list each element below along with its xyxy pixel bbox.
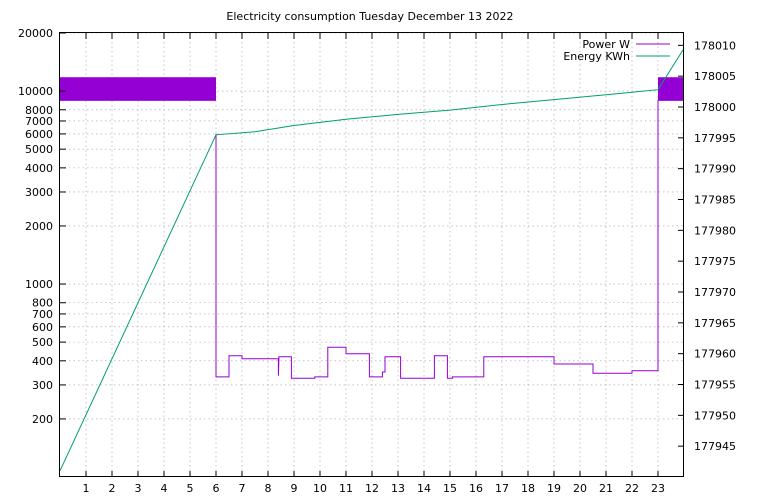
grid-lines — [60, 32, 684, 477]
y-tick-label: 8000 — [25, 104, 53, 117]
x-tick-label: 18 — [521, 482, 535, 495]
y-tick-label: 300 — [32, 379, 53, 392]
axis-ticks: 1 2 3 4 5 6 7 8 9 10 11 12 13 14 15 16 17 18 19 20 21 22 23200… — [18, 27, 736, 495]
x-tick-label: 1 — [83, 482, 90, 495]
y2-tick-label: 178000 — [694, 101, 736, 114]
x-tick-label: 3 — [135, 482, 142, 495]
y-tick-label: 1000 — [25, 278, 53, 291]
y-tick-label: 20000 — [18, 27, 53, 40]
x-tick-label: 10 — [313, 482, 327, 495]
x-tick-label: 14 — [417, 482, 431, 495]
x-tick-label: 17 — [495, 482, 509, 495]
x-tick-label: 21 — [599, 482, 613, 495]
x-tick-label: 13 — [391, 482, 405, 495]
x-tick-label: 22 — [625, 482, 639, 495]
chart-title: Electricity consumption Tuesday December… — [226, 10, 513, 23]
y2-tick-label: 177995 — [694, 132, 736, 145]
y2-tick-label: 177975 — [694, 255, 736, 268]
legend-label: Energy KWh — [563, 50, 630, 63]
x-tick-label: 8 — [265, 482, 272, 495]
y2-tick-label: 177980 — [694, 224, 736, 237]
power-band — [60, 77, 216, 101]
y2-tick-label: 178010 — [694, 39, 736, 52]
x-tick-label: 4 — [161, 482, 168, 495]
x-tick-label: 19 — [547, 482, 561, 495]
series-lines — [59, 48, 685, 472]
x-tick-label: 23 — [651, 482, 665, 495]
power-bands — [60, 77, 684, 101]
x-tick-label: 7 — [239, 482, 246, 495]
y-tick-label: 500 — [32, 336, 53, 349]
y-tick-label: 700 — [32, 308, 53, 321]
x-tick-label: 5 — [187, 482, 194, 495]
x-tick-label: 9 — [291, 482, 298, 495]
y-tick-label: 800 — [32, 297, 53, 310]
y-tick-label: 4000 — [25, 162, 53, 175]
power-line — [215, 99, 659, 379]
y-tick-label: 2000 — [25, 220, 53, 233]
x-tick-label: 12 — [365, 482, 379, 495]
y2-tick-label: 177985 — [694, 194, 736, 207]
energy-line — [59, 48, 685, 472]
y2-tick-label: 177950 — [694, 409, 736, 422]
y2-tick-label: 177960 — [694, 348, 736, 361]
y-tick-label: 200 — [32, 413, 53, 426]
y-tick-label: 5000 — [25, 143, 53, 156]
y2-tick-label: 177955 — [694, 379, 736, 392]
x-tick-label: 15 — [443, 482, 457, 495]
y2-tick-label: 177965 — [694, 317, 736, 330]
y-tick-label: 600 — [32, 321, 53, 334]
x-tick-label: 16 — [469, 482, 483, 495]
y-tick-label: 400 — [32, 355, 53, 368]
power-band — [658, 77, 684, 101]
y2-tick-label: 177990 — [694, 163, 736, 176]
x-tick-label: 2 — [109, 482, 116, 495]
y-tick-label: 10000 — [18, 85, 53, 98]
y-tick-label: 3000 — [25, 186, 53, 199]
x-tick-label: 11 — [339, 482, 353, 495]
y2-tick-label: 178005 — [694, 70, 736, 83]
x-tick-label: 6 — [213, 482, 220, 495]
x-tick-label: 20 — [573, 482, 587, 495]
legend-label: Power W — [582, 38, 630, 51]
y2-tick-label: 177945 — [694, 440, 736, 453]
y-tick-label: 7000 — [25, 115, 53, 128]
y-tick-label: 6000 — [25, 128, 53, 141]
y2-tick-label: 177970 — [694, 286, 736, 299]
